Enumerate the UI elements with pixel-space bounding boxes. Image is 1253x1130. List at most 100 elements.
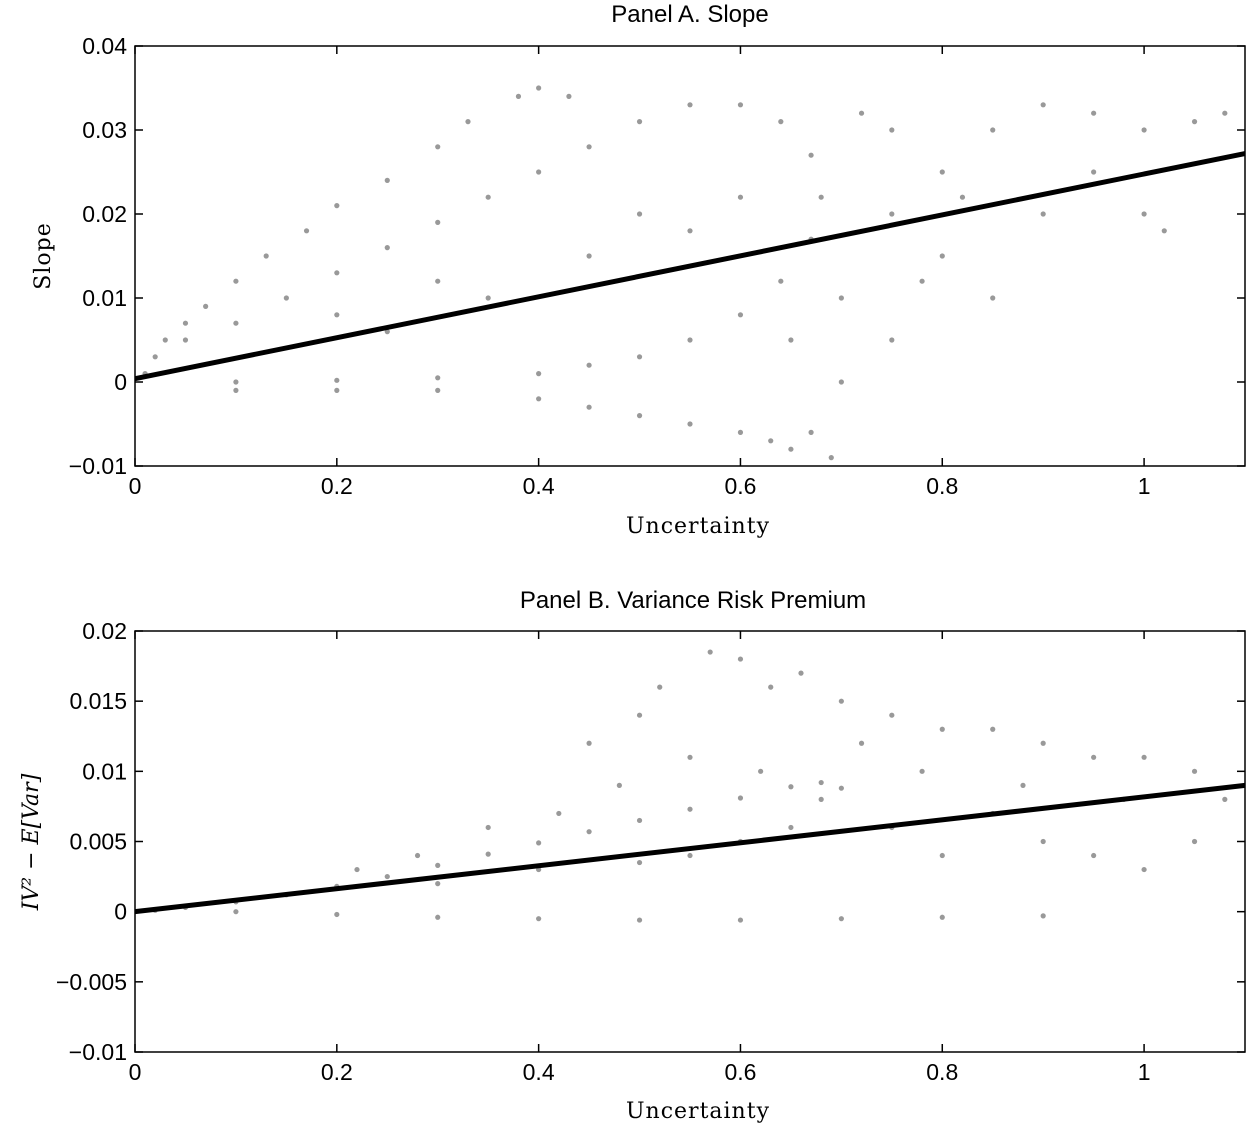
panel-a-point <box>737 194 744 200</box>
panel-b-point <box>798 670 804 676</box>
panel-a-point <box>858 110 865 116</box>
panel-a-point <box>182 320 189 326</box>
panel-b-point <box>354 866 360 873</box>
panel-b-point <box>1141 866 1147 873</box>
panel-a-y-tick-label: 0.04 <box>82 33 127 59</box>
panel-b-point <box>536 840 542 846</box>
panel-a-point <box>263 253 269 259</box>
panel-a-point <box>233 387 239 393</box>
panel-a-point <box>636 119 643 125</box>
panel-a-point <box>990 127 996 133</box>
panel-b-point <box>1040 838 1046 845</box>
panel-a-point <box>586 253 592 259</box>
panel-a-point <box>1040 102 1046 108</box>
panel-b-point <box>636 817 643 824</box>
panel-a-point <box>435 219 441 225</box>
panel-a-point <box>334 203 340 209</box>
panel-b-point <box>990 726 996 732</box>
panel-a-x-tick-label: 1 <box>1138 473 1151 499</box>
panel-b-scatter <box>152 649 1228 923</box>
panel-a-point <box>586 362 592 368</box>
panel-a-point <box>162 337 168 343</box>
panel-a-point <box>435 278 441 284</box>
panel-b-y-tick-label: −0.005 <box>56 969 127 995</box>
panel-b-point <box>1191 768 1198 774</box>
panel-a-point <box>566 93 572 99</box>
panel-b-point <box>838 916 844 922</box>
panel-a-y-tick-label: 0 <box>114 369 127 395</box>
panel-b-point <box>414 852 421 859</box>
panel-b-y-tick-label: 0.015 <box>69 688 127 714</box>
panel-b-point <box>1040 913 1046 919</box>
panel-a-y-label: Slope <box>31 222 56 289</box>
panel-b-point <box>1040 740 1046 746</box>
panel-b-x-tick-label: 0.2 <box>321 1059 353 1085</box>
panel-a-point <box>687 102 693 108</box>
panel-b-x-label: Uncertainty <box>626 1099 770 1124</box>
panel-a-point <box>737 102 744 108</box>
panel-a-point <box>687 421 693 427</box>
panel-b-point <box>939 914 945 920</box>
panel-a-point <box>737 312 744 318</box>
panel-a-fit-line <box>134 151 1246 382</box>
panel-b-y-label: IV² − E[Var] <box>19 773 44 911</box>
panel-a-point <box>515 93 522 99</box>
panel-a-y-tick-label: 0.03 <box>82 117 127 143</box>
panel-a-point <box>536 396 542 402</box>
panel-b-point <box>636 712 643 718</box>
panel-b-y-tick-label: −0.01 <box>69 1039 127 1065</box>
panel-b-x-axis: 0 0.2 0.4 0.6 0.8 1 <box>129 631 1151 1085</box>
panel-a-scatter <box>142 85 1228 461</box>
panel-b-point <box>788 784 794 790</box>
panel-a-point <box>586 144 592 150</box>
panel-b-point <box>687 852 693 859</box>
panel-a-point <box>485 194 491 200</box>
panel-a-point <box>737 429 744 435</box>
panel-a-point <box>990 295 996 301</box>
panel-a-point <box>788 337 794 343</box>
panel-b-point <box>838 785 844 791</box>
panel-a-point <box>687 228 693 234</box>
panel-a-frame <box>134 45 1246 467</box>
panel-b-point <box>1191 838 1198 845</box>
panel-b-point <box>889 712 895 718</box>
panel-b-point <box>858 740 865 746</box>
panel-b-x-tick-label: 1 <box>1138 1059 1151 1085</box>
panel-a-point <box>203 303 209 309</box>
panel-b-point <box>556 810 562 817</box>
panel-b-point <box>233 909 239 915</box>
panel-a-point <box>808 429 814 435</box>
panel-a-point <box>233 379 239 385</box>
panel-b-point <box>1222 796 1228 803</box>
panel-a-x-label: Uncertainty <box>626 514 770 539</box>
panel-b-point <box>586 740 592 746</box>
panel-b-point <box>636 917 643 923</box>
panel-a-point <box>939 253 945 259</box>
panel-a-point <box>1091 110 1097 116</box>
panel-a-point <box>1141 211 1147 217</box>
panel-a-y-axis: −0.01 0 0.01 0.02 0.03 0.04 <box>69 33 1245 479</box>
panel-a-point <box>1040 211 1046 217</box>
panel-b-x-tick-label: 0.4 <box>523 1059 555 1085</box>
panel-a-point <box>182 337 189 343</box>
panel-a-point <box>889 127 895 133</box>
panel-b-point <box>758 768 764 774</box>
panel-b-point <box>435 862 441 868</box>
panel-b-point <box>334 911 340 918</box>
panel-a-point <box>435 387 441 393</box>
panel-a-point <box>283 295 289 301</box>
panel-a-point <box>838 295 844 301</box>
panel-a-point <box>1141 127 1147 133</box>
panel-b-point <box>1091 754 1097 760</box>
panel-a-y-tick-label: −0.01 <box>69 453 127 479</box>
panel-a-point <box>687 337 693 343</box>
panel-b-x-tick-label: 0.8 <box>926 1059 958 1085</box>
panel-a-point <box>919 278 925 284</box>
panel-a-point <box>152 354 158 360</box>
panel-b-y-tick-label: 0.005 <box>69 829 127 855</box>
panel-b-fit-line <box>134 782 1246 915</box>
panel-a-point <box>384 329 390 335</box>
panel-b-x-tick-label: 0.6 <box>724 1059 756 1085</box>
panel-a-point <box>384 177 390 183</box>
